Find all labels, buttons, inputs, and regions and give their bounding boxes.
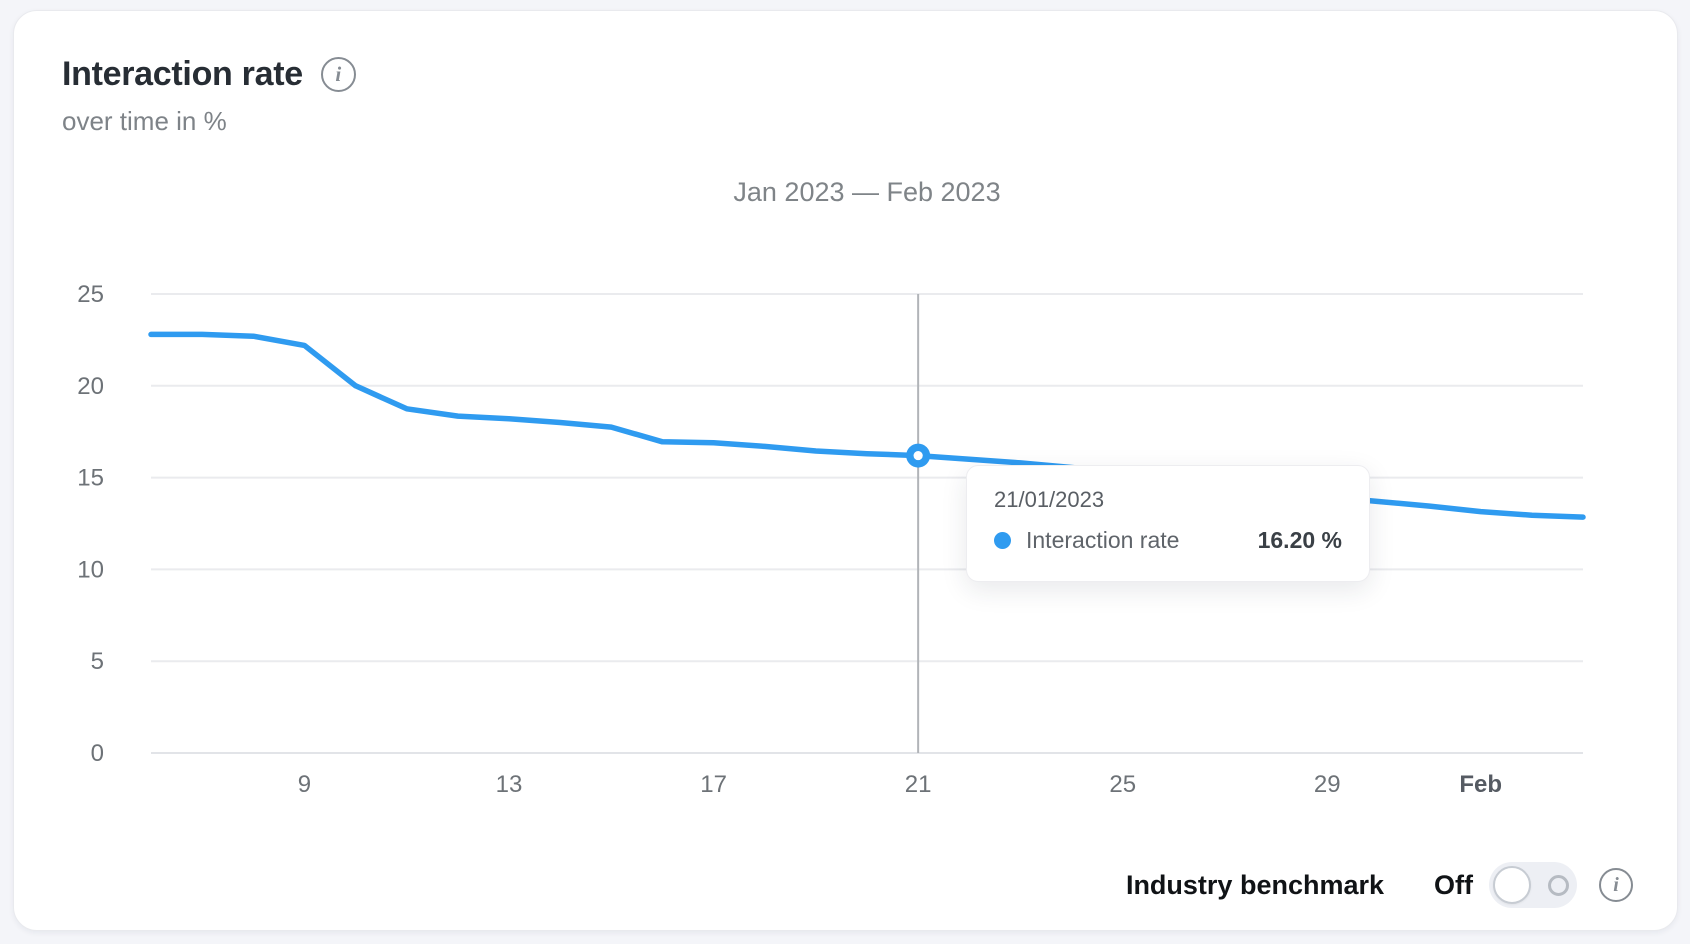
tooltip-series-row: Interaction rate 16.20 % xyxy=(994,527,1342,554)
chart-date-range-title: Jan 2023 — Feb 2023 xyxy=(733,177,1001,207)
svg-text:17: 17 xyxy=(700,771,727,798)
svg-text:0: 0 xyxy=(91,740,104,767)
interaction-rate-card: Interaction rate i over time in % Jan 20… xyxy=(13,10,1678,931)
card-subtitle: over time in % xyxy=(62,106,227,136)
svg-text:15: 15 xyxy=(77,465,104,492)
svg-text:25: 25 xyxy=(1109,771,1136,798)
svg-text:21: 21 xyxy=(905,771,932,798)
svg-text:Feb: Feb xyxy=(1459,771,1502,798)
benchmark-info-icon[interactable]: i xyxy=(1599,868,1633,902)
toggle-on-ring-icon xyxy=(1548,875,1569,896)
svg-text:9: 9 xyxy=(298,771,311,798)
card-header: Interaction rate i over time in % xyxy=(62,55,356,137)
title-info-icon[interactable]: i xyxy=(320,57,356,92)
industry-benchmark-label: Industry benchmark xyxy=(1125,869,1385,900)
svg-text:29: 29 xyxy=(1314,771,1341,798)
benchmark-toggle-state-label: Off xyxy=(1434,869,1473,900)
svg-text:25: 25 xyxy=(77,281,104,308)
benchmark-toggle[interactable] xyxy=(1489,862,1577,908)
tooltip-series-label: Interaction rate xyxy=(1026,527,1180,553)
svg-text:13: 13 xyxy=(496,771,523,798)
benchmark-controls: Industry benchmark Off i xyxy=(1126,862,1633,908)
svg-text:5: 5 xyxy=(91,648,104,675)
svg-text:10: 10 xyxy=(77,556,104,583)
card-title: Interaction rate xyxy=(62,55,303,93)
svg-text:20: 20 xyxy=(77,373,104,400)
toggle-knob[interactable] xyxy=(1493,866,1531,904)
tooltip-value: 16.20 % xyxy=(1257,527,1342,553)
chart-tooltip: 21/01/2023 Interaction rate 16.20 % xyxy=(966,465,1370,582)
tooltip-date: 21/01/2023 xyxy=(994,487,1105,512)
series-dot-icon xyxy=(994,532,1011,549)
interaction-rate-line-chart[interactable]: 0 5 10 15 20 25 9 13 17 21 25 29 Feb xyxy=(14,11,1690,944)
